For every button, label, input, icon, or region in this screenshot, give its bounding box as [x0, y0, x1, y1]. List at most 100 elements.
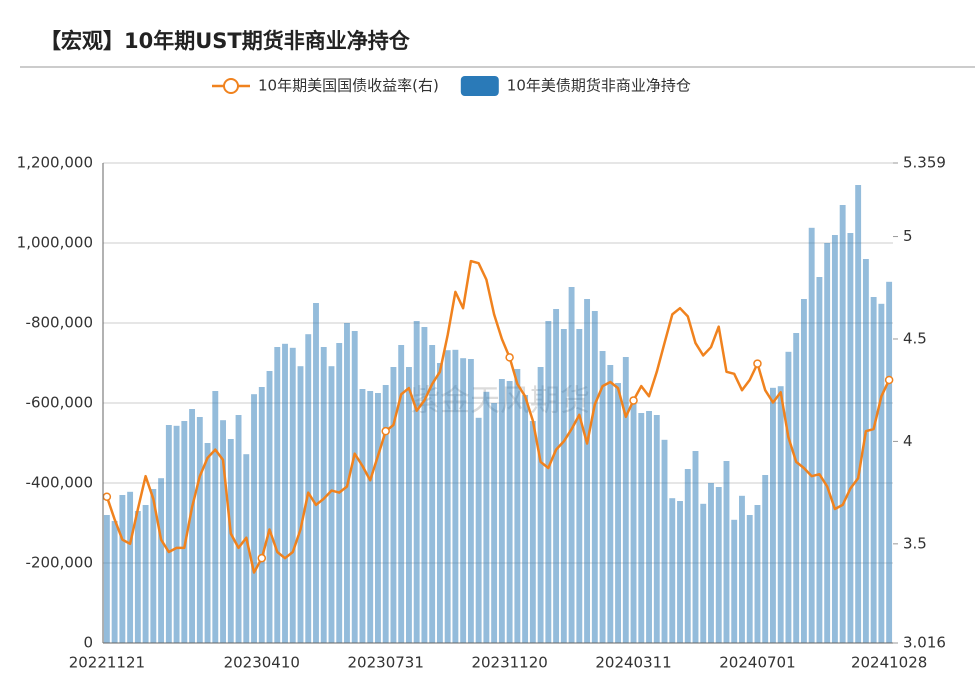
x-tick-label: 20230410 [224, 654, 300, 672]
x-tick-label: 20241028 [851, 654, 927, 672]
bar [483, 391, 490, 643]
bar [320, 347, 327, 643]
bar [297, 366, 304, 643]
bar [398, 345, 405, 643]
bar [491, 403, 498, 643]
line-marker [884, 375, 894, 385]
bar [669, 498, 676, 643]
y2-tick-label: 3.5 [903, 534, 927, 552]
bar [196, 417, 203, 643]
line-marker [753, 359, 762, 368]
bar [328, 366, 335, 643]
bar [475, 417, 482, 643]
bar [436, 363, 443, 643]
bar [568, 287, 575, 643]
bar [700, 503, 707, 643]
bar [661, 439, 668, 643]
bar [274, 347, 281, 643]
bar [808, 227, 815, 644]
bar [282, 343, 288, 643]
line [105, 259, 891, 574]
bar [622, 357, 629, 643]
bar [467, 359, 474, 643]
bar [847, 233, 854, 643]
bar [127, 491, 134, 643]
bar [591, 311, 598, 643]
y2-tick-label: 3.016 [903, 634, 946, 652]
bar [824, 243, 831, 643]
bar [359, 389, 366, 643]
bar [103, 515, 110, 643]
bar [630, 401, 637, 643]
bar [514, 369, 521, 643]
line-marker [102, 492, 112, 501]
bar [506, 381, 513, 643]
bar [498, 379, 505, 643]
bar [444, 350, 451, 643]
bar [142, 505, 149, 643]
bar [227, 439, 234, 643]
bar [855, 185, 862, 643]
legend-swatch-marker [223, 78, 239, 94]
bar [460, 358, 467, 643]
bar [537, 367, 544, 643]
y2-tick-label: 5.359 [903, 154, 946, 172]
bar [181, 421, 188, 643]
legend-label: 10年期美国国债收益率(右) [258, 77, 439, 95]
x-tick-label: 20221121 [69, 654, 145, 672]
bar [258, 387, 265, 643]
line-marker [629, 396, 638, 405]
bar [793, 333, 800, 643]
bar [545, 321, 552, 643]
y2-tick-label: 5 [903, 227, 913, 245]
bar [739, 495, 745, 643]
bar [212, 391, 219, 643]
bar [382, 385, 389, 643]
y2-tick-label: 4.5 [903, 329, 927, 347]
bar [251, 394, 257, 643]
bar [243, 454, 250, 643]
bar [429, 345, 436, 643]
y-tick-label: -600,000 [26, 394, 93, 412]
bar [405, 367, 412, 643]
y-tick-label: 0 [83, 634, 93, 652]
bar [816, 277, 823, 643]
bar [111, 521, 118, 643]
bar [692, 451, 699, 643]
bar [677, 501, 683, 643]
chart-title: 【宏观】10年期UST期货非商业净持仓 [40, 29, 411, 53]
x-tick-label: 20231120 [471, 654, 547, 672]
bar [754, 505, 761, 643]
bar [831, 235, 838, 643]
bar [305, 334, 312, 643]
y2-tick-label: 4 [903, 432, 913, 450]
line-marker [505, 353, 514, 362]
bar [684, 469, 691, 643]
bar [235, 415, 242, 643]
legend-label: 10年美债期货非商业净持仓 [507, 77, 691, 95]
y-tick-label: -400,000 [26, 474, 93, 492]
bar [553, 309, 560, 643]
bar [367, 391, 374, 643]
bar [762, 475, 769, 643]
bar [413, 321, 420, 643]
bar [800, 299, 807, 643]
bar [607, 365, 614, 643]
bar [584, 299, 591, 643]
bar [785, 351, 792, 643]
bar [529, 421, 536, 643]
bar [715, 487, 722, 643]
bar [375, 393, 381, 643]
bar [770, 387, 776, 643]
bar [134, 511, 141, 643]
bar [266, 371, 273, 643]
bar [119, 495, 126, 643]
bar [560, 329, 567, 643]
bar [839, 205, 846, 643]
bar [390, 367, 397, 643]
y-tick-label: 1,200,000 [17, 154, 93, 172]
x-tick-label: 20240311 [595, 654, 671, 672]
bar [173, 425, 180, 643]
bar [150, 489, 157, 643]
